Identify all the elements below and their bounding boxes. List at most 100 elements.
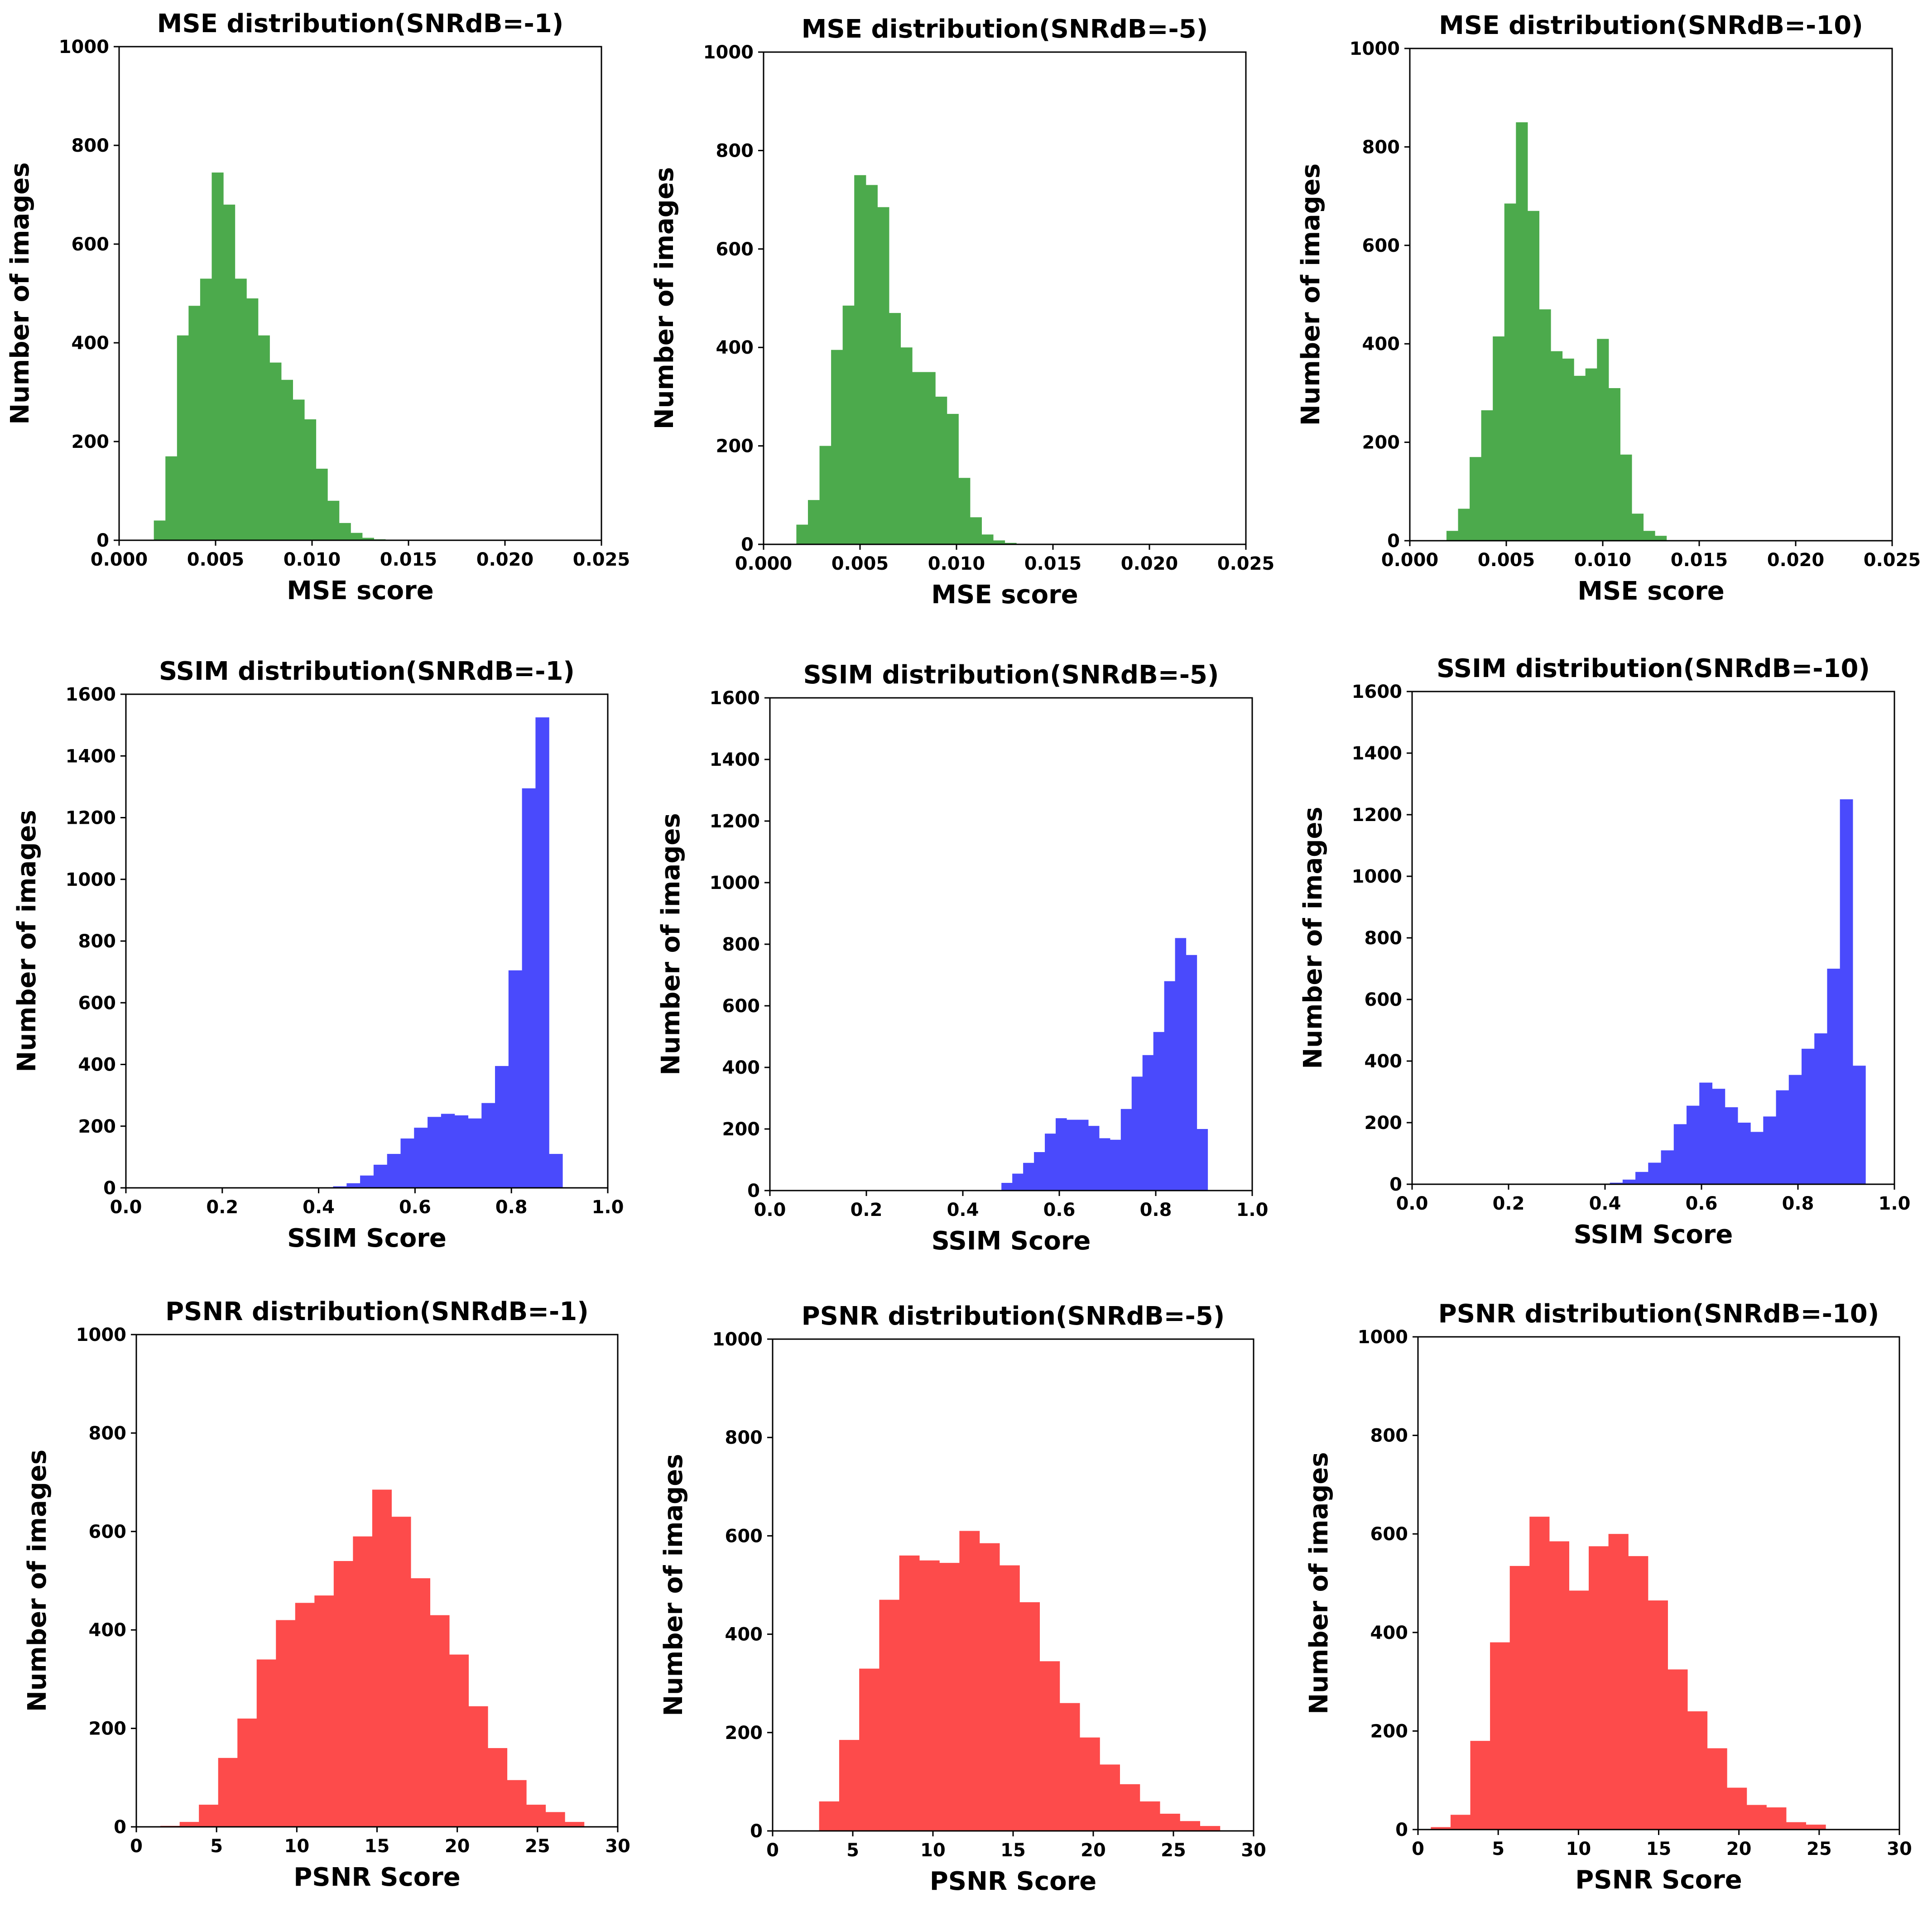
histogram-bar	[1840, 799, 1853, 1184]
histogram-bar	[1608, 1534, 1629, 1830]
histogram-bar	[487, 1748, 508, 1827]
y-tick-label: 200	[72, 432, 110, 452]
x-tick-label: 0.4	[1589, 1193, 1621, 1214]
histogram-bar	[1529, 1517, 1550, 1830]
x-tick-label: 20	[1726, 1839, 1752, 1859]
histogram-bar	[339, 523, 351, 540]
y-tick-label: 1000	[1352, 866, 1402, 887]
histogram-bar	[1088, 1126, 1100, 1191]
histogram-bar	[958, 478, 971, 544]
histogram-bar	[1197, 1129, 1208, 1191]
y-axis-title: Number of images	[659, 1454, 688, 1716]
histogram-bar	[1490, 1642, 1510, 1830]
histogram-bar	[999, 1565, 1020, 1831]
y-tick-label: 1000	[712, 1329, 763, 1350]
x-axis-title: PSNR Score	[1575, 1865, 1742, 1895]
histogram-bar	[1668, 1669, 1688, 1830]
histogram-bar	[400, 1138, 414, 1188]
histogram-bar	[970, 517, 982, 544]
y-tick-label: 800	[1365, 928, 1403, 949]
y-tick-label: 800	[1362, 137, 1400, 158]
y-tick-label: 1000	[66, 869, 116, 890]
y-axis-title: Number of images	[12, 810, 42, 1072]
y-tick-label: 1400	[66, 746, 116, 767]
histogram-bar	[993, 540, 1005, 544]
y-tick-label: 400	[72, 333, 110, 354]
x-tick-label: 0.015	[380, 549, 437, 570]
histogram-bar	[935, 396, 947, 544]
histogram-bar	[1635, 1172, 1648, 1184]
histogram-bar	[1450, 1815, 1471, 1830]
histogram-bar	[1175, 938, 1187, 1191]
histogram-bar	[1493, 336, 1505, 541]
histogram-bar	[900, 347, 913, 544]
histogram-bar	[842, 305, 855, 544]
histogram-bar	[362, 538, 374, 540]
histogram-bar	[1120, 1784, 1140, 1831]
y-tick-label: 400	[1370, 1623, 1408, 1643]
histogram-bar	[218, 1758, 238, 1827]
x-tick-label: 30	[605, 1836, 630, 1857]
histogram-bar	[526, 1805, 546, 1827]
histogram-bar	[414, 1128, 428, 1188]
histogram-bar	[373, 1164, 388, 1188]
histogram-bar	[281, 379, 293, 540]
histogram-bar	[1725, 1107, 1738, 1184]
x-axis-title: MSE score	[287, 576, 433, 605]
y-tick-label: 600	[725, 1526, 763, 1547]
y-tick-label: 1000	[1350, 38, 1400, 59]
histogram-bar	[430, 1615, 450, 1827]
histogram-bar	[1631, 514, 1644, 541]
histogram-bar	[188, 306, 201, 540]
histogram-bar	[819, 1801, 840, 1831]
histogram-bar	[1801, 1048, 1815, 1184]
histogram-bar	[1597, 339, 1609, 541]
histogram-bar	[1139, 1801, 1160, 1831]
chart-title: MSE distribution(SNRdB=-5)	[802, 14, 1208, 44]
x-tick-label: 0.2	[206, 1197, 238, 1218]
x-tick-label: 25	[1807, 1839, 1832, 1859]
y-tick-label: 600	[72, 234, 110, 255]
y-tick-label: 400	[89, 1620, 127, 1641]
y-tick-label: 400	[1362, 334, 1400, 355]
histogram-bar	[1746, 1805, 1767, 1830]
x-tick-label: 0.015	[1024, 553, 1082, 574]
histogram-bar	[1509, 1566, 1530, 1830]
y-tick-label: 0	[1389, 1174, 1402, 1195]
x-axis-title: SSIM Score	[1574, 1220, 1733, 1249]
histogram-bar	[199, 1805, 219, 1827]
x-tick-label: 0.6	[1686, 1193, 1718, 1214]
y-tick-label: 400	[716, 337, 754, 358]
x-axis-title: MSE score	[1577, 576, 1724, 606]
y-tick-label: 400	[722, 1057, 760, 1078]
x-tick-label: 0.005	[187, 549, 245, 570]
y-axis-title: Number of images	[1296, 163, 1326, 426]
y-tick-label: 200	[1365, 1113, 1403, 1134]
histogram-bar	[1569, 1590, 1589, 1830]
histogram-bar	[333, 1186, 347, 1188]
histogram-bar	[1574, 375, 1586, 541]
chart-panel-4: 0.0 0.2 0.4 0.6 0.8 1.0 0 200 400 600 800 1000 1200 1…	[12, 657, 624, 1253]
y-tick-label: 0	[1387, 531, 1400, 552]
y-tick-label: 1000	[710, 873, 760, 893]
histogram-bar	[1186, 955, 1197, 1191]
histogram-bar	[1446, 531, 1459, 541]
histogram-bar	[327, 500, 340, 540]
histogram-bar	[304, 419, 317, 540]
plot-frame	[1409, 48, 1893, 542]
histogram-bar	[1589, 1546, 1609, 1830]
histogram-bar	[200, 279, 212, 540]
histogram-bar	[223, 204, 235, 540]
y-axis-title: Number of images	[650, 167, 679, 429]
histogram-bar	[939, 1563, 960, 1831]
histogram-bar	[839, 1740, 860, 1831]
x-tick-label: 20	[445, 1836, 470, 1857]
histogram-bar	[507, 1780, 527, 1827]
x-tick-label: 0	[130, 1836, 143, 1857]
chart-title: MSE distribution(SNRdB=-10)	[1439, 11, 1863, 40]
x-tick-label: 0.005	[831, 553, 889, 574]
x-axis-title: SSIM Score	[932, 1226, 1091, 1256]
histogram-bar	[1200, 1826, 1221, 1831]
histogram-bar	[1100, 1764, 1120, 1831]
histogram-bar	[449, 1654, 469, 1827]
